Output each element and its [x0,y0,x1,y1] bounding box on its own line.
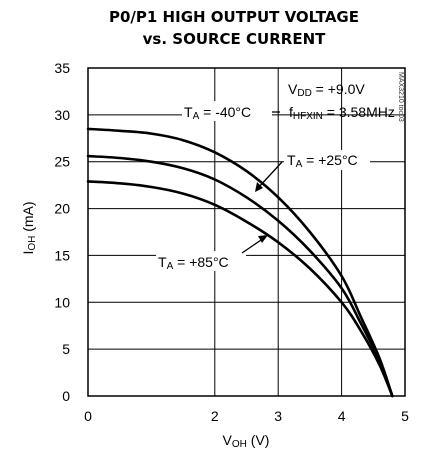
series-label-plus25-value: = +25°C [302,152,357,168]
x-axis-label-main: V [223,432,233,448]
y-axis-label-unit: (mA) [20,201,36,235]
condition-vdd-main: V [288,81,298,97]
series-label-bg-plus25 [284,150,370,170]
leader-plus25-arrow [255,182,263,192]
y-tick-label: 5 [62,341,70,357]
y-axis-label-main: I [20,251,36,255]
y-axis-label: IOH (mA) [20,201,38,254]
condition-vdd-value: = +9.0V [312,81,366,97]
condition-freq-main: f [289,104,293,120]
y-tick-label: 10 [54,294,70,310]
y-tick-label: 30 [54,107,70,123]
condition-vdd-sub: DD [297,88,311,99]
watermark: MAX3210 toc03 [397,72,404,122]
chart-title-line2: vs. SOURCE CURRENT [143,30,326,48]
y-tick-label: 0 [62,388,70,404]
x-tick-label: 5 [401,408,409,424]
condition-freq: fHFXIN = 3.58MHz [289,104,395,122]
series-label-minus40-sub: A [193,111,200,122]
leader-plus85 [241,237,265,254]
y-axis-label-sub: OH [27,236,38,251]
series-label-plus85-main: T [158,254,167,270]
x-tick-label: 0 [84,408,92,424]
y-tick-labels: 0 5 10 15 20 25 30 35 [54,60,70,404]
y-tick-label: 15 [54,247,70,263]
series-label-minus40: TA = -40°C [184,104,251,122]
chart-title-line1: P0/P1 HIGH OUTPUT VOLTAGE [109,8,359,26]
x-axis-label: VOH (V) [223,432,270,450]
condition-freq-sub: HFXIN [293,111,323,122]
condition-freq-value: = 3.58MHz [323,104,395,120]
series-label-minus40-main: T [184,104,193,120]
x-axis-label-unit: (V) [247,432,270,448]
leader-plus25 [257,161,283,189]
x-axis-label-sub: OH [232,439,247,450]
condition-vdd: VDD = +9.0V [288,81,365,99]
x-tick-label: 3 [274,408,282,424]
series-label-minus40-value: = -40°C [199,104,251,120]
leader-plus85-arrow [258,235,268,243]
x-tick-label: 4 [338,408,346,424]
series-label-plus25: TA = +25°C [287,152,358,170]
y-tick-label: 35 [54,60,70,76]
series-line-1 [86,154,394,398]
series-label-plus85: TA = +85°C [158,254,229,272]
y-tick-label: 25 [54,154,70,170]
series-label-plus85-value: = +85°C [173,254,228,270]
series-label-plus25-main: T [287,152,296,168]
y-tick-label: 20 [54,201,70,217]
x-tick-label: 2 [211,408,219,424]
series-line-2 [86,180,394,398]
x-tick-labels: 0 2 3 4 5 [84,408,409,424]
series-label-bg-plus85 [156,251,246,271]
series-label-bg-minus40 [182,101,272,121]
series-label-plus25-sub: A [296,159,303,170]
series-label-plus85-sub: A [167,261,174,272]
plot-frame [87,67,406,397]
